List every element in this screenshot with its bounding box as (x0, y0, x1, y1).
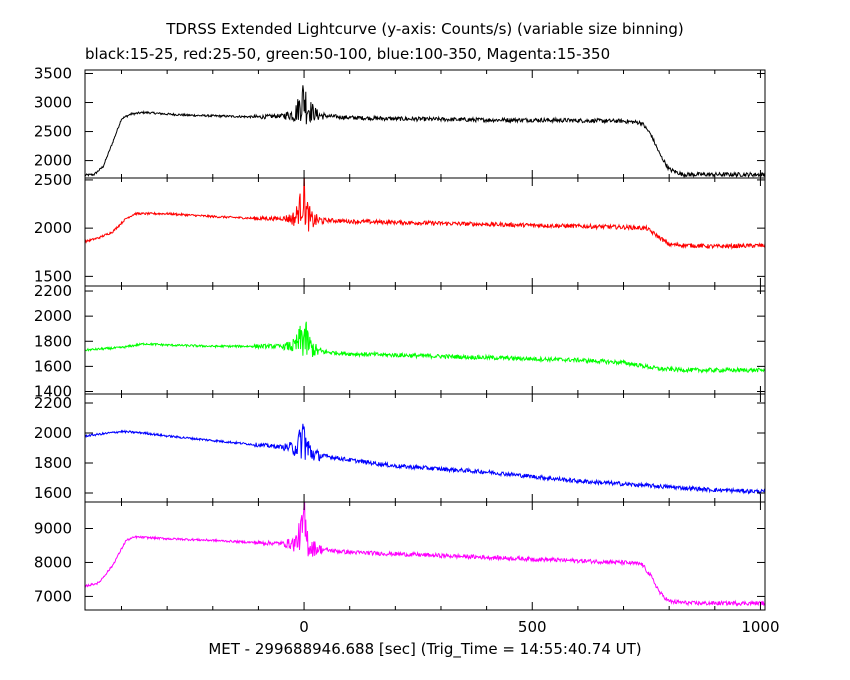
y-tick-label-2-3: 2000 (34, 307, 72, 325)
y-tick-label-3-0: 1600 (34, 484, 72, 502)
y-tick-label-2-0: 1400 (34, 382, 72, 400)
panel-frame-3 (84, 393, 766, 503)
y-tick-label-2-4: 2200 (34, 282, 72, 300)
x-tick-label-1: 500 (518, 618, 547, 636)
y-tick-label-0-2: 3000 (34, 94, 72, 112)
y-tick-label-1-0: 1500 (34, 267, 72, 285)
y-tick-label-4-0: 7000 (34, 587, 72, 605)
y-tick-label-1-2: 2500 (34, 171, 72, 189)
panel-frame-1 (84, 177, 766, 287)
series-line-0 (85, 85, 765, 178)
y-tick-label-3-1: 1800 (34, 454, 72, 472)
x-tick-label-0: 0 (299, 618, 309, 636)
x-tick-label-2: 1000 (741, 618, 779, 636)
y-tick-label-0-3: 3500 (34, 64, 72, 82)
x-axis-label: MET - 299688946.688 [sec] (Trig_Time = 1… (208, 640, 642, 658)
panel-frame-4 (84, 501, 766, 611)
series-line-1 (85, 178, 765, 250)
y-tick-label-2-2: 1800 (34, 332, 72, 350)
series-line-4 (85, 502, 765, 607)
y-tick-label-3-3: 2200 (34, 394, 72, 412)
series-line-3 (85, 423, 765, 495)
series-line-2 (85, 321, 765, 374)
y-tick-label-1-1: 2000 (34, 219, 72, 237)
y-tick-label-0-0: 2000 (34, 152, 72, 170)
y-tick-label-3-2: 2000 (34, 424, 72, 442)
y-tick-label-4-1: 8000 (34, 553, 72, 571)
y-tick-label-2-1: 1600 (34, 357, 72, 375)
panel-frame-2 (84, 285, 766, 395)
y-tick-label-4-2: 9000 (34, 519, 72, 537)
y-tick-label-0-1: 2500 (34, 123, 72, 141)
chart-subtitle: black:15-25, red:25-50, green:50-100, bl… (85, 45, 611, 63)
chart-title: TDRSS Extended Lightcurve (y-axis: Count… (166, 20, 684, 38)
